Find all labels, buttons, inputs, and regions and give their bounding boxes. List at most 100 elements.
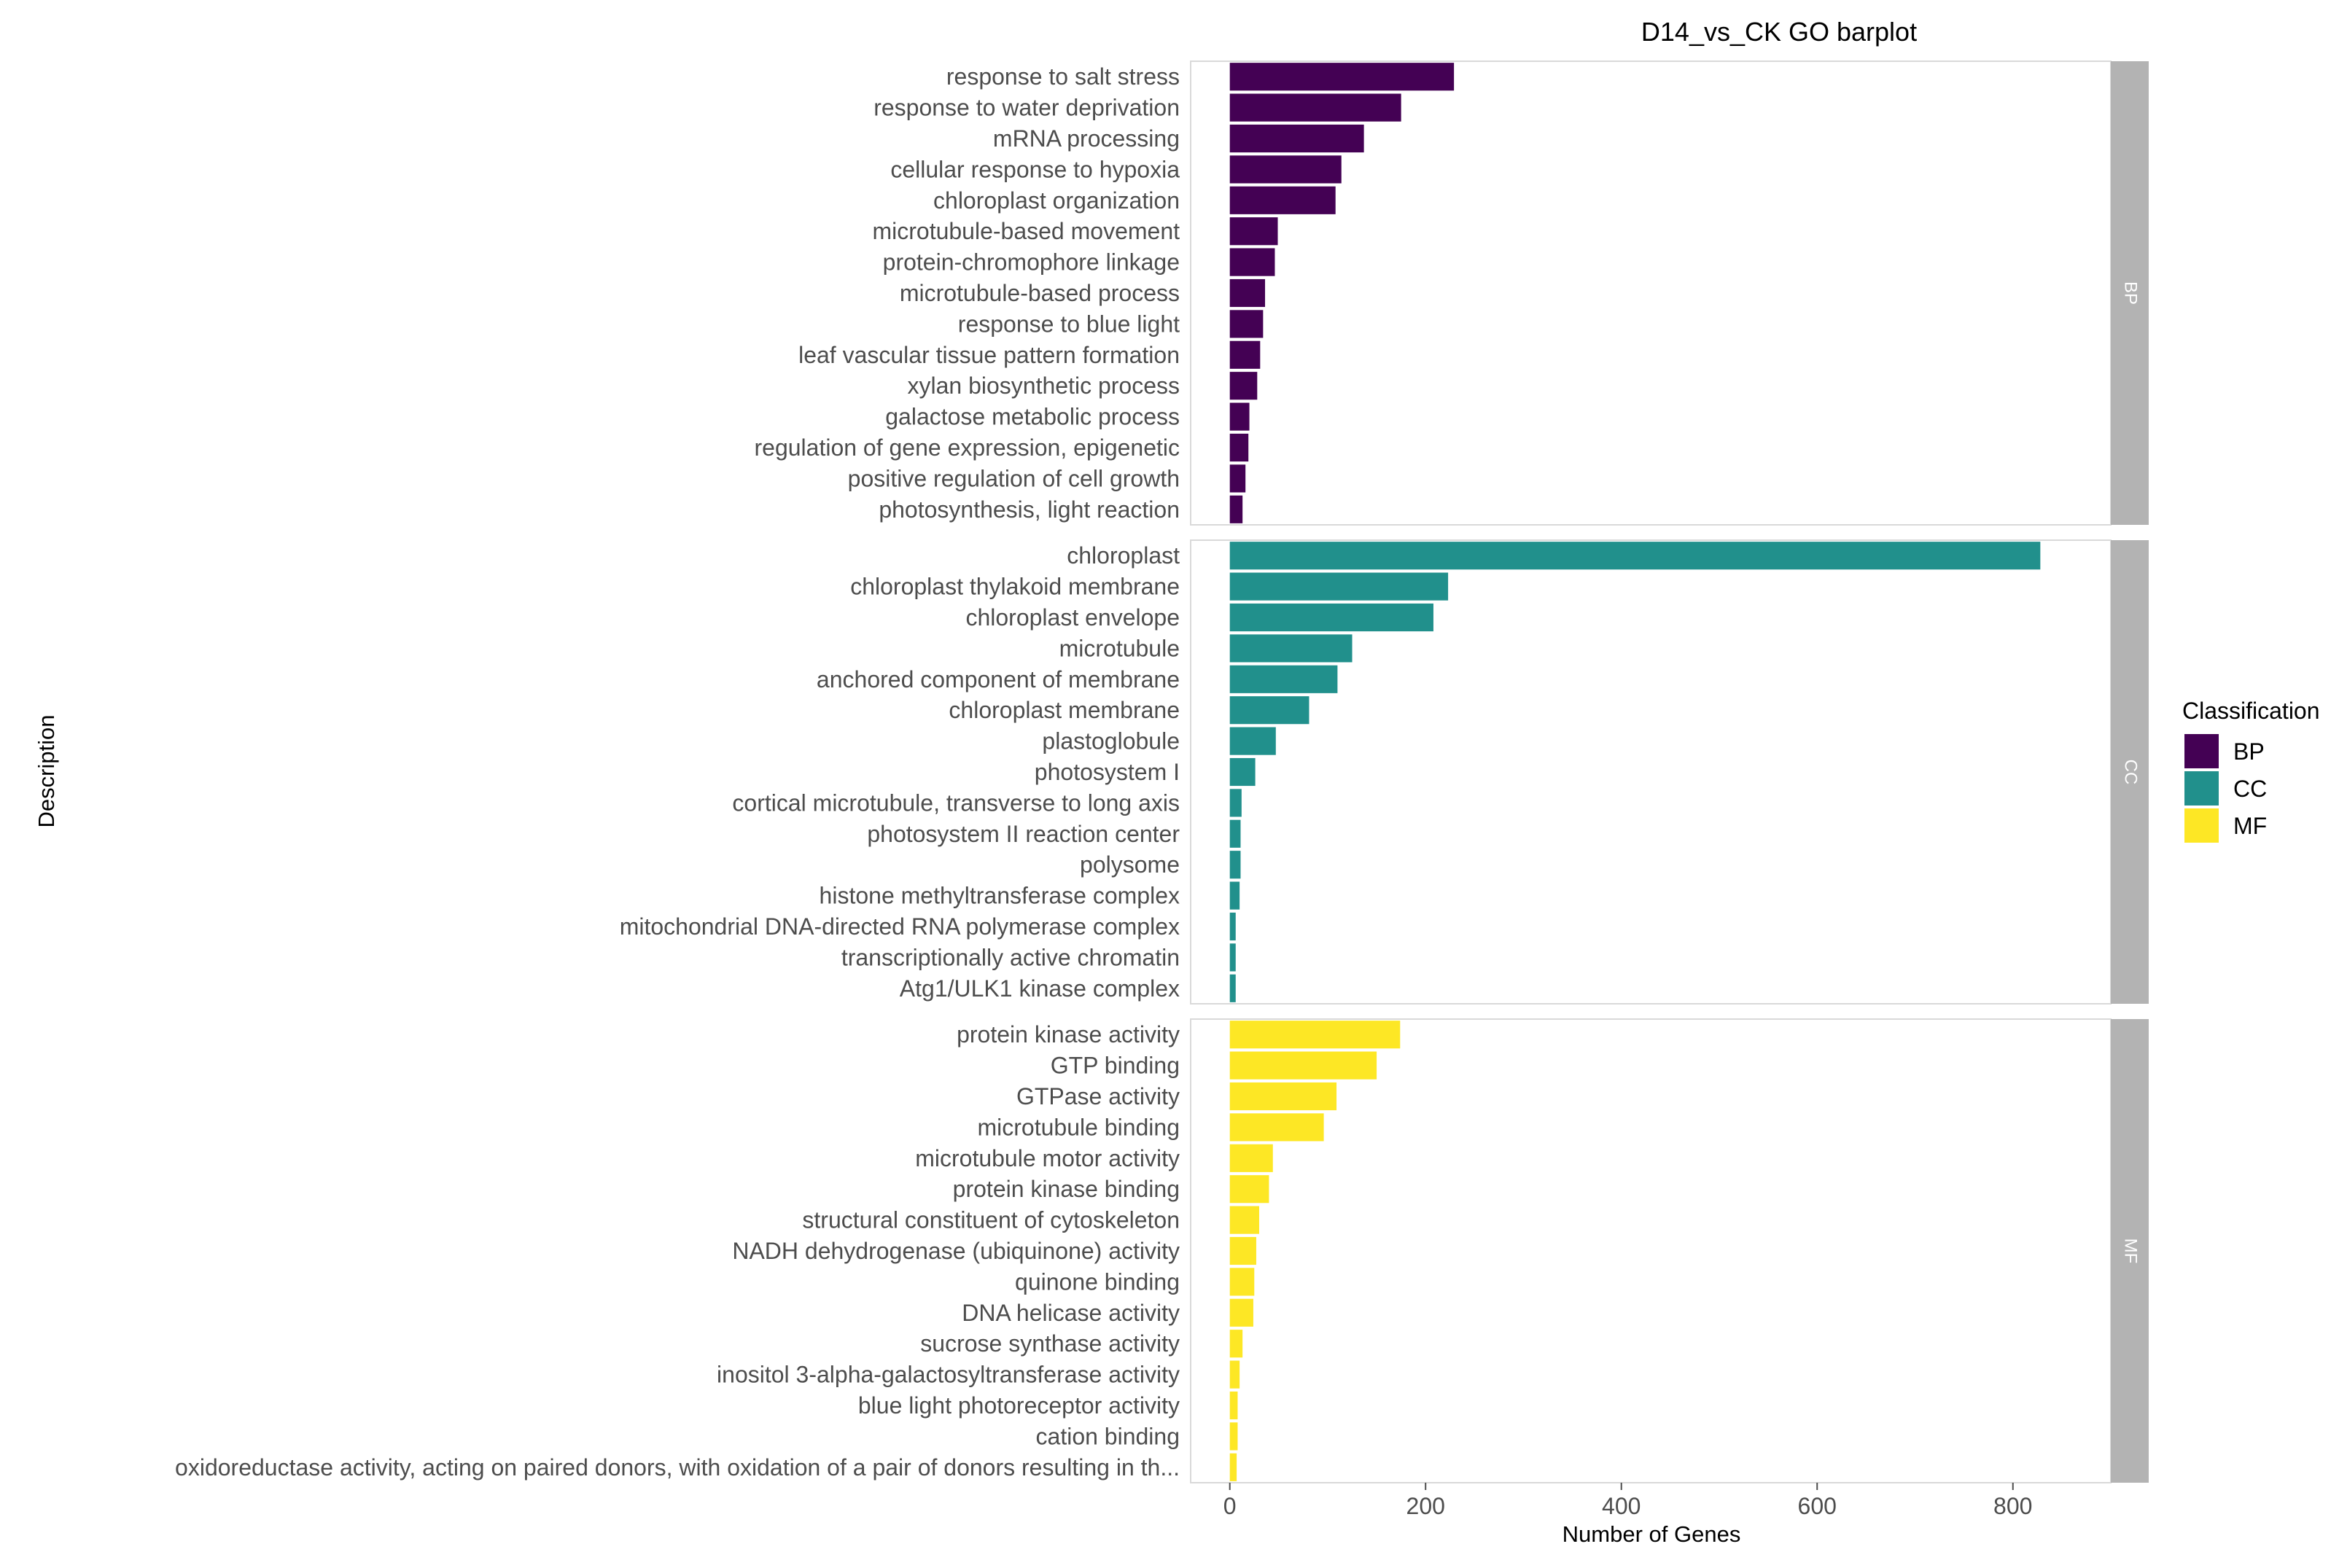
bar-microtubule — [1229, 634, 1353, 663]
bar-nadh-dehydrogenase-ubiquinone-activity — [1229, 1236, 1256, 1265]
y-tick-label-oxidoreductase-activity-acting-on-paired-donors-: oxidoreductase activity, acting on paire… — [175, 1454, 1180, 1481]
facet-strip-label-bp: BP — [2121, 281, 2141, 305]
y-tick-label-microtubule-based-movement: microtubule-based movement — [872, 218, 1180, 244]
y-tick-label-leaf-vascular-tissue-pattern-formation: leaf vascular tissue pattern formation — [798, 342, 1180, 368]
y-tick-label-sucrose-synthase-activity: sucrose synthase activity — [920, 1330, 1180, 1357]
bar-chloroplast-thylakoid-membrane — [1229, 572, 1449, 601]
bar-microtubule-based-movement — [1229, 217, 1278, 246]
bar-cortical-microtubule-transverse-to-long-axis — [1229, 789, 1242, 817]
y-tick-label-galactose-metabolic-process: galactose metabolic process — [885, 404, 1180, 430]
bar-dna-helicase-activity — [1229, 1298, 1253, 1327]
y-tick-label-polysome: polysome — [1080, 851, 1180, 878]
bar-cellular-response-to-hypoxia — [1229, 155, 1342, 184]
bar-chloroplast-organization — [1229, 186, 1336, 214]
facet-strip-bp — [2111, 61, 2149, 525]
bar-response-to-salt-stress — [1229, 63, 1455, 91]
bar-microtubule-binding — [1229, 1113, 1324, 1142]
chart-title: D14_vs_CK GO barplot — [1641, 17, 1917, 47]
panel-border — [1190, 539, 2112, 1005]
bar-response-to-water-deprivation — [1229, 93, 1401, 122]
y-tick-label-cellular-response-to-hypoxia: cellular response to hypoxia — [890, 156, 1180, 182]
bar-structural-constituent-of-cytoskeleton — [1229, 1206, 1259, 1234]
legend-key-bp — [2184, 734, 2219, 768]
legend-title: Classification — [2182, 698, 2320, 724]
bar-galactose-metabolic-process — [1229, 402, 1250, 431]
legend-key-cc — [2184, 771, 2219, 806]
bar-mitochondrial-dna-directed-rna-polymerase-comple — [1229, 912, 1236, 941]
facets-layer: response to salt stress response to water… — [175, 61, 2149, 1483]
facet-strip-label-mf: MF — [2121, 1239, 2141, 1264]
y-tick-label-positive-regulation-of-cell-growth: positive regulation of cell growth — [848, 465, 1180, 491]
facet-panel-bp: response to salt stress response to water… — [754, 61, 2149, 526]
bar-regulation-of-gene-expression-epigenetic — [1229, 433, 1249, 462]
legend-label-mf: MF — [2233, 813, 2267, 839]
y-tick-label-chloroplast-membrane: chloroplast membrane — [949, 697, 1180, 723]
y-tick-label-microtubule-binding: microtubule binding — [978, 1114, 1180, 1140]
y-tick-label-microtubule-motor-activity: microtubule motor activity — [915, 1145, 1180, 1171]
y-tick-label-microtubule: microtubule — [1059, 635, 1180, 661]
y-tick-label-histone-methyltransferase-complex: histone methyltransferase complex — [820, 883, 1180, 909]
y-tick-label-dna-helicase-activity: DNA helicase activity — [962, 1300, 1180, 1326]
panel-border — [1190, 1018, 2112, 1483]
y-tick-label-xylan-biosynthetic-process: xylan biosynthetic process — [907, 373, 1180, 399]
y-tick-label-photosystem-ii-reaction-center: photosystem II reaction center — [867, 821, 1180, 847]
x-axis: 0 200 400 600 800 — [1223, 1483, 2032, 1519]
bar-transcriptionally-active-chromatin — [1229, 943, 1236, 972]
bar-histone-methyltransferase-complex — [1229, 881, 1240, 910]
bar-xylan-biosynthetic-process — [1229, 372, 1258, 400]
bar-anchored-component-of-membrane — [1229, 665, 1338, 693]
bar-microtubule-based-process — [1229, 278, 1266, 308]
bar-photosynthesis-light-reaction — [1229, 495, 1243, 523]
x-tick-label-200: 200 — [1406, 1493, 1445, 1519]
facet-strip-mf — [2111, 1019, 2149, 1483]
bar-blue-light-photoreceptor-activity — [1229, 1391, 1238, 1420]
y-tick-label-regulation-of-gene-expression-epigenetic: regulation of gene expression, epigeneti… — [754, 434, 1180, 461]
bar-sucrose-synthase-activity — [1229, 1330, 1243, 1358]
y-tick-label-quinone-binding: quinone binding — [1015, 1268, 1180, 1295]
y-tick-label-protein-kinase-binding: protein kinase binding — [953, 1176, 1180, 1202]
y-tick-label-photosynthesis-light-reaction: photosynthesis, light reaction — [879, 496, 1180, 523]
facet-strip-cc — [2111, 540, 2149, 1004]
legend: Classification BP CC MF — [2182, 698, 2320, 843]
y-tick-label-inositol-3-alpha-galactosyltransferase-activity: inositol 3-alpha-galactosyltransferase a… — [717, 1362, 1180, 1388]
bar-quinone-binding — [1229, 1268, 1255, 1296]
x-tick-label-600: 600 — [1798, 1493, 1837, 1519]
bar-protein-chromophore-linkage — [1229, 248, 1275, 276]
legend-key-mf — [2184, 808, 2219, 843]
y-tick-label-mrna-processing: mRNA processing — [993, 125, 1180, 152]
bar-gtpase-activity — [1229, 1082, 1337, 1111]
bar-chloroplast-membrane — [1229, 696, 1310, 725]
bar-protein-kinase-activity — [1229, 1021, 1401, 1049]
y-axis-title: Description — [34, 714, 59, 827]
y-tick-label-structural-constituent-of-cytoskeleton: structural constituent of cytoskeleton — [802, 1207, 1180, 1233]
x-tick-label-400: 400 — [1602, 1493, 1641, 1519]
bar-chloroplast — [1229, 542, 2041, 570]
y-tick-label-cortical-microtubule-transverse-to-long-axis: cortical microtubule, transverse to long… — [732, 789, 1180, 816]
y-tick-label-gtp-binding: GTP binding — [1051, 1053, 1180, 1079]
bar-cation-binding — [1229, 1422, 1238, 1451]
y-tick-label-anchored-component-of-membrane: anchored component of membrane — [817, 666, 1180, 693]
y-tick-label-mitochondrial-dna-directed-rna-polymerase-comple: mitochondrial DNA-directed RNA polymeras… — [620, 913, 1180, 940]
y-tick-label-microtubule-based-process: microtubule-based process — [900, 280, 1180, 306]
bar-positive-regulation-of-cell-growth — [1229, 464, 1246, 493]
bar-leaf-vascular-tissue-pattern-formation — [1229, 340, 1261, 369]
bar-inositol-3-alpha-galactosyltransferase-activity — [1229, 1360, 1240, 1389]
y-tick-label-chloroplast-thylakoid-membrane: chloroplast thylakoid membrane — [850, 574, 1180, 600]
y-tick-label-atg1-ulk1-kinase-complex: Atg1/ULK1 kinase complex — [900, 975, 1180, 1002]
bar-mrna-processing — [1229, 124, 1364, 153]
bar-gtp-binding — [1229, 1051, 1377, 1080]
x-tick-label-800: 800 — [1993, 1493, 2032, 1519]
legend-label-cc: CC — [2233, 776, 2267, 802]
bar-polysome — [1229, 851, 1241, 879]
facet-panel-cc: chloroplast chloroplast thylakoid membran… — [620, 539, 2149, 1005]
bar-atg1-ulk1-kinase-complex — [1229, 974, 1236, 1002]
y-tick-label-transcriptionally-active-chromatin: transcriptionally active chromatin — [841, 944, 1180, 970]
bar-response-to-blue-light — [1229, 310, 1264, 338]
bar-microtubule-motor-activity — [1229, 1144, 1273, 1172]
y-tick-label-response-to-blue-light: response to blue light — [958, 311, 1180, 337]
y-tick-label-nadh-dehydrogenase-ubiquinone-activity: NADH dehydrogenase (ubiquinone) activity — [732, 1238, 1180, 1264]
y-tick-label-gtpase-activity: GTPase activity — [1016, 1083, 1180, 1109]
bar-chloroplast-envelope — [1229, 603, 1433, 632]
y-tick-label-chloroplast-envelope: chloroplast envelope — [965, 604, 1180, 631]
